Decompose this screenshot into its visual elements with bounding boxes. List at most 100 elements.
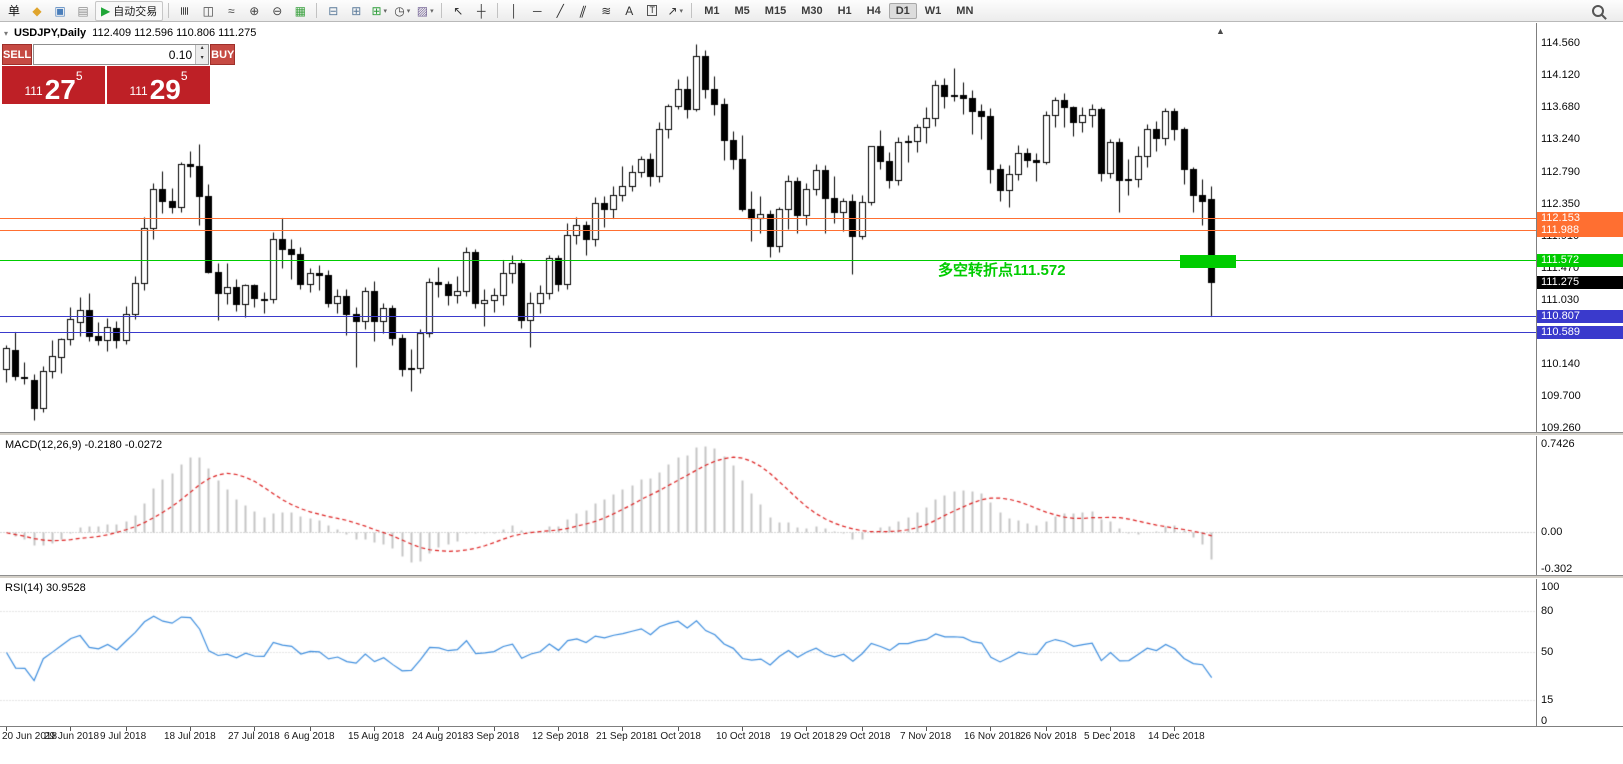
price-axis-label: 109.700 <box>1541 390 1581 402</box>
time-axis-label: 7 Nov 2018 <box>900 731 952 742</box>
text-label-tool-glyph: T <box>647 5 657 16</box>
channel-tool-glyph: ∥ <box>577 3 589 18</box>
line-chart-mode-icon-glyph: ≈ <box>227 3 235 18</box>
price-axis-label: 110.140 <box>1541 358 1580 370</box>
horizontal-line-111.572[interactable] <box>0 260 1536 261</box>
time-axis-label: 3 Sep 2018 <box>468 731 520 742</box>
timeframe-button-m1[interactable]: M1 <box>704 4 720 17</box>
trendline-tool[interactable]: ╱ <box>549 2 571 20</box>
vertical-line-tool-glyph: │ <box>510 3 518 18</box>
cascade-windows-icon[interactable]: ⊞ <box>345 2 367 20</box>
new-chart-button[interactable]: ⊞ ▾ <box>368 2 390 20</box>
caret-down-icon: ▾ <box>383 7 388 15</box>
volume-input[interactable] <box>34 45 196 64</box>
rsi-canvas[interactable] <box>0 579 1536 726</box>
horizontal-line-111.988[interactable] <box>0 230 1536 231</box>
annotation-text[interactable]: 多空转折点111.572 <box>938 262 1066 279</box>
crosshair-tool[interactable]: ┼ <box>470 2 492 20</box>
time-axis-tick <box>126 727 127 731</box>
price-axis-label: 109.260 <box>1541 422 1581 434</box>
tile-windows-icon[interactable]: ▦ <box>289 2 311 20</box>
profiles-icon-glyph: ▤ <box>77 3 89 18</box>
horizontal-line-tool[interactable]: ─ <box>526 2 548 20</box>
buy-button[interactable]: BUY <box>210 44 236 65</box>
text-tool[interactable]: A <box>618 2 640 20</box>
time-axis[interactable]: 20 Jun 2018 29 Jun 2018 9 Jul 2018 18 Jul 2… <box>0 726 1623 746</box>
periods-button-glyph: ◷ <box>394 3 405 18</box>
time-axis-label: 20 Jun 2018 <box>2 731 58 742</box>
timeframe-button-m15[interactable]: M15 <box>764 4 787 17</box>
sell-button[interactable]: SELL <box>2 44 33 65</box>
price-tag-110.807: 110.807 <box>1537 310 1623 323</box>
symbol-period-label: USDJPY,Daily <box>14 27 87 39</box>
timeframe-button-mn[interactable]: MN <box>956 4 974 17</box>
periods-button[interactable]: ◷ ▾ <box>391 2 413 20</box>
arrange-windows-icon-glyph: ⊟ <box>328 3 339 18</box>
pane-separator[interactable] <box>0 432 1623 436</box>
time-axis-tick <box>494 727 495 731</box>
sell-price-big: 27 <box>44 73 76 105</box>
caret-down-icon: ▾ <box>679 7 684 15</box>
timeframe-button-h1[interactable]: H1 <box>837 4 852 17</box>
cursor-tool[interactable]: ↖ <box>447 2 469 20</box>
candlestick-mode-icon[interactable]: ◫ <box>197 2 219 20</box>
timeframe-button-w1[interactable]: W1 <box>924 4 942 17</box>
toolbar-separator <box>168 3 170 18</box>
chart-shift-marker[interactable]: ▲ <box>1216 26 1225 36</box>
charts-window-icon[interactable]: ▣ <box>49 2 71 20</box>
templates-button[interactable]: ▨ ▾ <box>414 2 436 20</box>
arrows-tool[interactable]: ↗ ▾ <box>664 2 686 20</box>
horizontal-line-110.589[interactable] <box>0 332 1536 333</box>
text-label-tool[interactable]: T <box>641 2 663 20</box>
time-axis-tick <box>806 727 807 731</box>
timeframe-button-m30[interactable]: M30 <box>801 4 823 17</box>
macd-scale-min: -0.302 <box>1541 563 1573 575</box>
macd-canvas[interactable] <box>0 436 1536 575</box>
price-axis-label: 114.120 <box>1541 69 1580 81</box>
vertical-line-tool[interactable]: │ <box>503 2 525 20</box>
horizontal-line-112.153[interactable] <box>0 218 1536 219</box>
price-axis-label: 113.240 <box>1541 133 1580 145</box>
new-order-button-glyph: 单 <box>7 3 20 18</box>
price-tag-111.275: 111.275 <box>1537 276 1623 289</box>
highlight-rectangle[interactable] <box>1179 254 1237 268</box>
volume-decrease-button[interactable]: ▾ <box>196 54 209 64</box>
time-axis-label: 14 Dec 2018 <box>1148 731 1205 742</box>
main-chart-canvas[interactable] <box>0 23 1536 432</box>
price-axis-label: 112.790 <box>1541 166 1580 178</box>
time-axis-tick <box>678 727 679 731</box>
toolbar-separator <box>691 3 693 18</box>
bar-chart-mode-icon[interactable]: ≣ <box>174 2 196 20</box>
fibonacci-tool[interactable]: ≋ <box>595 2 617 20</box>
rsi-indicator-label: RSI(14) 30.9528 <box>5 582 86 594</box>
autotrading-button[interactable]: ▶ 自动交易 <box>95 0 164 21</box>
price-scale[interactable]: 114.560 114.120 113.680 113.240 112.790 112.3… <box>1536 23 1623 727</box>
time-axis-label: 5 Dec 2018 <box>1084 731 1136 742</box>
profiles-icon[interactable]: ▤ <box>72 2 94 20</box>
horizontal-line-110.807[interactable] <box>0 316 1536 317</box>
one-click-toggle-icon[interactable]: ▾ <box>4 28 9 38</box>
line-chart-mode-icon[interactable]: ≈ <box>220 2 242 20</box>
zoom-in-button[interactable]: ⊕ <box>243 2 265 20</box>
search-icon[interactable] <box>1592 4 1604 17</box>
sell-price-button[interactable]: 111 27 5 <box>2 66 105 104</box>
zoom-out-button[interactable]: ⊖ <box>266 2 288 20</box>
new-order-button[interactable]: 单 <box>3 2 25 20</box>
timeframe-button-m5[interactable]: M5 <box>734 4 750 17</box>
buy-price-button[interactable]: 111 29 5 <box>107 66 210 104</box>
price-axis-label: 112.350 <box>1541 198 1580 210</box>
candlestick-mode-icon-glyph: ◫ <box>202 3 214 18</box>
pane-separator[interactable] <box>0 575 1623 579</box>
timeframe-button-d1[interactable]: D1 <box>888 2 917 19</box>
autotrading-button-glyph: ▶ <box>101 3 111 18</box>
time-axis-label: 26 Nov 2018 <box>1020 731 1077 742</box>
time-axis-tick <box>374 727 375 731</box>
volume-increase-button[interactable]: ▴ <box>196 45 209 55</box>
arrange-windows-icon[interactable]: ⊟ <box>322 2 344 20</box>
time-axis-tick <box>254 727 255 731</box>
price-tag-112.153: 112.153 <box>1537 212 1623 225</box>
templates-button-glyph: ▨ <box>416 3 429 18</box>
channel-tool[interactable]: ∥ <box>572 2 594 20</box>
timeframe-button-h4[interactable]: H4 <box>866 4 881 17</box>
metatrader-icon[interactable]: ◆ <box>26 2 48 20</box>
